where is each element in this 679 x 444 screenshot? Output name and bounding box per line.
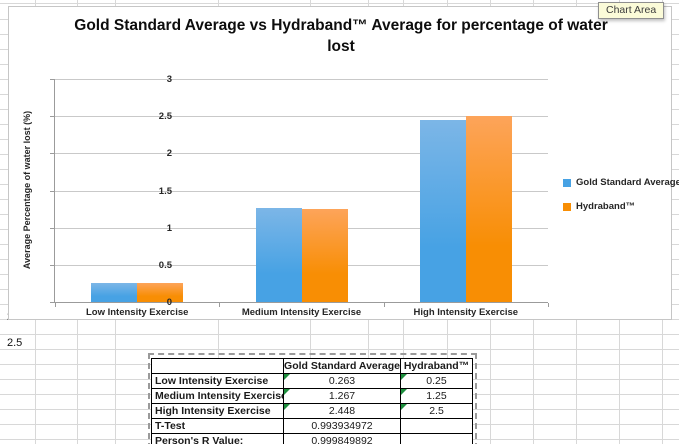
x-tick — [219, 303, 221, 307]
chart-area[interactable]: Gold Standard Average vs Hydraband™ Aver… — [8, 6, 679, 320]
data-table: Gold Standard Average Hydraband™ Low Inten… — [151, 358, 473, 444]
gridline — [55, 190, 548, 192]
y-tick — [50, 79, 54, 80]
table-row-label[interactable]: High Intensity Exercise — [152, 404, 284, 419]
bar-hydraband-[interactable] — [301, 209, 348, 302]
error-flag-icon — [401, 374, 407, 380]
legend-swatch-icon — [563, 202, 571, 211]
legend[interactable]: Gold Standard Average Hydraband™ — [563, 177, 679, 225]
error-flag-icon — [284, 374, 290, 380]
x-tick — [548, 303, 549, 307]
page-break-border — [148, 353, 477, 444]
y-tick-label: 1 — [166, 222, 172, 234]
bar-gold-standard-average[interactable] — [91, 282, 138, 302]
table-row-label[interactable]: Medium Intensity Exercise — [152, 389, 284, 404]
y-tick — [50, 116, 54, 118]
error-flag-icon — [284, 404, 290, 410]
y-axis-title: Average Percentage of water lost (%) — [22, 110, 32, 270]
bar-hydraband-[interactable] — [465, 116, 512, 302]
y-tick-label: 0.5 — [158, 259, 172, 271]
table-value-cell[interactable]: 1.25 — [401, 389, 473, 404]
bar-gold-standard-average[interactable] — [255, 207, 302, 302]
y-tick-label: 0 — [166, 297, 172, 308]
legend-item[interactable]: Gold Standard Average — [563, 177, 679, 188]
legend-swatch-icon — [563, 178, 571, 187]
error-flag-icon — [401, 404, 407, 410]
table-value-cell[interactable]: 1.267 — [284, 389, 401, 404]
x-category-label: Low Intensity Exercise — [85, 307, 189, 318]
gridline — [55, 153, 548, 155]
legend-label: Hydraband™ — [576, 201, 636, 212]
table-row-label[interactable]: Person's R Value: — [152, 434, 284, 444]
table-header-cell[interactable]: Hydraband™ — [401, 359, 473, 374]
table-header-cell[interactable]: Gold Standard Average — [284, 359, 401, 374]
table-header-cell[interactable] — [152, 359, 284, 374]
y-tick-label: 1.5 — [158, 185, 172, 197]
plot-area[interactable] — [50, 79, 549, 307]
legend-label: Gold Standard Average — [576, 177, 679, 188]
table-value-cell[interactable] — [401, 434, 473, 444]
table-value-cell[interactable] — [401, 419, 473, 434]
x-category-label: High Intensity Exercise — [413, 307, 519, 318]
chart-title: Gold Standard Average vs Hydraband™ Aver… — [74, 17, 608, 55]
y-axis-line — [54, 79, 55, 303]
y-tick-label: 3 — [166, 74, 172, 85]
error-flag-icon — [284, 389, 290, 395]
y-tick — [50, 153, 54, 155]
table-value-cell[interactable]: 0.999849892 — [284, 434, 401, 444]
y-tick — [50, 302, 54, 303]
gridline — [55, 79, 548, 80]
bar-hydraband-[interactable] — [137, 283, 184, 302]
legend-item[interactable]: Hydraband™ — [563, 201, 679, 212]
gridline — [55, 116, 548, 118]
bar-gold-standard-average[interactable] — [419, 120, 466, 302]
x-axis-line — [55, 302, 548, 303]
error-flag-icon — [401, 389, 407, 395]
x-category-label: Medium Intensity Exercise — [241, 307, 362, 318]
table-value-cell[interactable]: 0.25 — [401, 374, 473, 389]
table-row-label[interactable]: Low Intensity Exercise — [152, 374, 284, 389]
table-value-cell[interactable]: 0.993934972 — [284, 419, 401, 434]
table-value-cell[interactable]: 2.5 — [401, 404, 473, 419]
y-tick-label: 2.5 — [158, 111, 172, 123]
sheet-cell-a[interactable]: 2.5 — [7, 337, 23, 349]
x-tick — [55, 303, 56, 307]
y-tick — [50, 190, 54, 192]
table-value-cell[interactable]: 2.448 — [284, 404, 401, 419]
sheet-row-line — [0, 3, 679, 4]
y-tick — [50, 264, 54, 266]
y-tick — [50, 227, 54, 229]
table-value-cell[interactable]: 0.263 — [284, 374, 401, 389]
y-tick-label: 2 — [166, 148, 172, 160]
table-row-label[interactable]: T-Test — [152, 419, 284, 434]
x-tick — [383, 303, 385, 307]
chart-area-tooltip: Chart Area — [598, 2, 665, 19]
